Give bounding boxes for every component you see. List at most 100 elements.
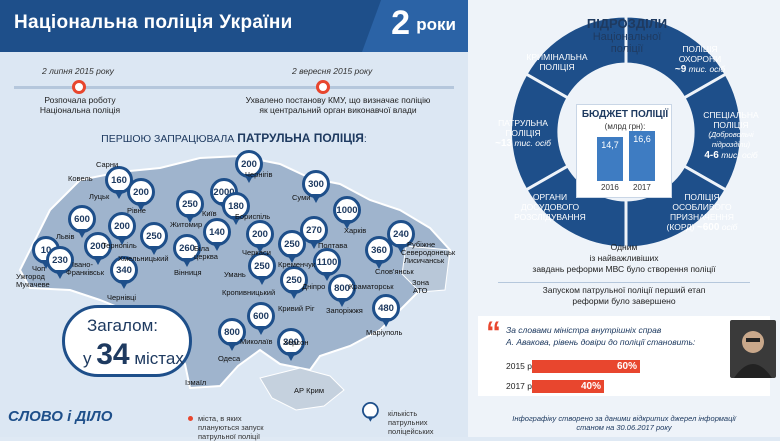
patrol-pin: 1100 <box>313 248 341 282</box>
city-label: Біла <box>194 244 210 253</box>
city-label: Умань <box>224 270 246 279</box>
city-label: Франківськ <box>66 268 104 277</box>
city-label: Чернівці <box>107 293 137 302</box>
timeline-text-1: Розпочала роботу Національна поліція <box>39 95 121 115</box>
minister-photo <box>730 320 776 378</box>
legend-count: кількість патрульних поліцейських <box>388 409 434 436</box>
timeline-date-2: 2 вересня 2015 року <box>292 66 373 76</box>
patrol-pin: 200 <box>108 212 136 246</box>
city-label: Полтава <box>318 241 348 250</box>
timeline-text-2: Ухвалено постанову КМУ, що визначає полі… <box>245 95 431 115</box>
patrol-pin: 250 <box>140 222 168 256</box>
timeline-date-1: 2 липня 2015 року <box>42 66 114 76</box>
logo: СЛОВО і ДІЛО <box>8 408 113 425</box>
unit-criminal: КРИМІНАЛЬНА ПОЛІЦІЯ <box>526 52 588 72</box>
unit-special: СПЕЦІАЛЬНА ПОЛІЦІЯ (Добровольчі підрозділ… <box>703 110 759 161</box>
city-label: Харків <box>344 226 367 235</box>
budget-box: БЮДЖЕТ ПОЛІЦІЇ (млрд грн): 14,7 16,6 201… <box>576 104 672 198</box>
city-label: Бориспіль <box>235 212 271 221</box>
note-reform: Одним із найважливіших завдань реформи МВС… <box>532 242 716 274</box>
trust-bar-2017: 40% <box>532 380 604 393</box>
units-ring <box>508 14 744 250</box>
patrol-pin: 600 <box>247 302 275 336</box>
city-label: Зона <box>412 278 430 287</box>
city-label: Одеса <box>218 354 241 363</box>
patrol-pin: 360 <box>365 236 393 270</box>
timeline-line <box>14 86 454 89</box>
unit-guard: ПОЛІЦІЯ ОХОРОНИ ~9 тис. осіб <box>674 44 726 75</box>
city-label: Луцьк <box>89 192 110 201</box>
city-label: Львів <box>56 232 75 241</box>
patrol-pin: 340 <box>110 256 138 290</box>
budget-bar-2017: 16,6 <box>629 131 655 181</box>
patrol-pin: 800 <box>328 274 356 308</box>
patrol-pin: 260 <box>173 234 201 268</box>
city-label: Чернігів <box>245 170 273 179</box>
page-title: Національна поліція України <box>14 12 293 33</box>
budget-year-2017: 2017 <box>633 183 651 192</box>
city-label: Миколаїв <box>240 337 273 346</box>
ukraine-map: 200 160 200 300 2000 180 250 1000 600 200 250 140 20… <box>10 150 460 412</box>
unit-patrol: ПАТРУЛЬНА ПОЛІЦІЯ ~13 тис. осіб <box>495 118 551 149</box>
trust-year-2015: 2015 р. <box>506 361 535 371</box>
city-label: Рубіжне <box>407 240 436 249</box>
timeline-dot-2 <box>316 80 330 94</box>
budget-bar-2016: 14,7 <box>597 136 623 181</box>
city-label: Ужгород <box>16 272 45 281</box>
patrol-pin: 200 <box>246 220 274 254</box>
years-badge <box>362 0 468 52</box>
left-panel: Національна поліція України 2 роки 2 лип… <box>0 0 468 441</box>
city-label: Запоріжжя <box>326 306 363 315</box>
patrol-pin: 800 <box>218 318 246 352</box>
city-label: Лисичанськ <box>404 256 445 265</box>
patrol-pin: 230 <box>46 246 74 280</box>
header: Національна поліція України 2 роки <box>0 0 468 52</box>
city-label: Сарни <box>96 160 119 169</box>
legend-dot <box>188 416 193 421</box>
patrol-pin: 250 <box>278 230 306 264</box>
patrol-pin: 180 <box>222 192 250 226</box>
city-label: Житомир <box>170 220 203 229</box>
trust-quote: За словами міністра внутрішніх справ А. А… <box>506 325 696 347</box>
patrol-pin: 250 <box>280 266 308 300</box>
trust-box: “ За словами міністра внутрішніх справ А.… <box>478 316 770 396</box>
city-label: АТО <box>413 286 428 295</box>
city-label: Краматорськ <box>349 282 394 291</box>
city-label: Ковель <box>68 174 93 183</box>
city-label: Суми <box>292 193 311 202</box>
legend-pin-icon <box>362 402 379 422</box>
patrol-pin: 140 <box>203 218 231 252</box>
budget-year-2016: 2016 <box>601 183 619 192</box>
timeline-dot-1 <box>72 80 86 94</box>
city-label: Кропивницький <box>222 288 276 297</box>
city-label: Тернопіль <box>102 241 137 250</box>
footer-note: Інфографіку створено за даними відкритих… <box>512 414 736 432</box>
city-label: Кривий Ріг <box>278 304 315 313</box>
city-label: Слов'янськ <box>375 267 414 276</box>
city-label: Київ <box>202 209 217 218</box>
city-label: Рівне <box>127 206 146 215</box>
patrol-pin: 600 <box>68 205 96 239</box>
patrol-pin: 200 <box>235 150 263 184</box>
units-title: ПІДРОЗДІЛИ Національної поліції <box>586 16 668 55</box>
city-label: Івано- <box>72 260 93 269</box>
patrol-pin: 200 <box>127 178 155 212</box>
years-word: роки <box>416 15 456 34</box>
patrol-pin: 250 <box>248 252 276 286</box>
unit-kord: ПОЛІЦІЯ ОСОБЛИВОГО ПРИЗНАЧЕННЯ (КОРД) ~600… <box>666 192 738 233</box>
city-label: Хмельницький <box>118 254 169 263</box>
trust-bar-2015: 60% <box>532 360 640 373</box>
total-cities: Загалом: у 34 містах <box>62 305 192 377</box>
city-label: Маріуполь <box>366 328 403 337</box>
unit-investigation: ОРГАНИ ДОСУДОВОГО РОЗСЛІДУВАННЯ <box>514 192 586 222</box>
patrol-pin: 480 <box>372 294 400 328</box>
patrol-pin: 1000 <box>333 196 361 230</box>
patrol-heading: ПЕРШОЮ ЗАПРАЦЮВАЛА ПАТРУЛЬНА ПОЛІЦІЯ: <box>101 131 367 145</box>
right-panel: ПІДРОЗДІЛИ Національної поліції КРИМІНАЛ… <box>468 0 780 437</box>
trust-year-2017: 2017 р. <box>506 381 535 391</box>
quote-icon: “ <box>486 316 501 349</box>
city-label: Вінниця <box>174 268 202 277</box>
city-label: Херсон <box>283 338 309 347</box>
city-label: Мукачеве <box>16 280 50 289</box>
years-number: 2 <box>391 4 410 42</box>
